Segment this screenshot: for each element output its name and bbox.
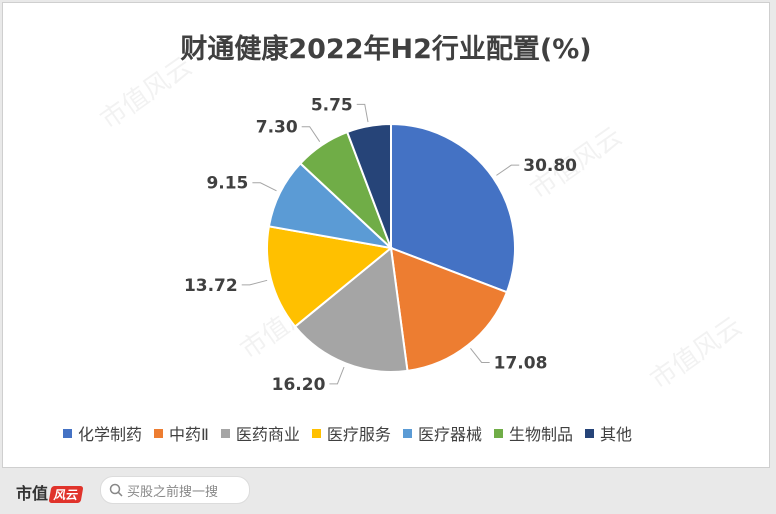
legend-swatch xyxy=(584,428,594,438)
pie-chart: 30.80 17.08 16.20 13.72 9.15 7.30 5.75 xyxy=(184,95,577,395)
data-label: 7.30 xyxy=(256,118,298,138)
leader-line xyxy=(301,126,321,142)
chart-card: 财通健康2022年H2行业配置(%) 市值风云 市值风云 市值风云 市值风云 3… xyxy=(2,2,770,468)
chart-title: 财通健康2022年H2行业配置(%) xyxy=(180,34,592,65)
legend-item: 医疗器械 xyxy=(402,421,482,445)
leader-line xyxy=(329,366,345,385)
data-label: 17.08 xyxy=(494,353,548,373)
search-box[interactable]: 买股之前搜一搜 xyxy=(100,476,250,504)
legend-swatch xyxy=(493,428,503,438)
leader-line xyxy=(252,182,277,192)
data-label: 30.80 xyxy=(523,156,577,176)
footer: 市值 风云 买股之前搜一搜 xyxy=(0,468,776,514)
legend-swatch xyxy=(311,428,321,438)
legend-label: 中药Ⅱ xyxy=(169,425,209,444)
data-label: 16.20 xyxy=(272,375,326,395)
search-icon xyxy=(109,483,123,497)
pie-slice xyxy=(390,122,516,294)
legend-label: 生物制品 xyxy=(508,425,573,444)
legend-label: 医疗器械 xyxy=(417,425,482,444)
legend-item: 生物制品 xyxy=(493,421,573,445)
legend-label: 其他 xyxy=(599,425,632,444)
pie-slice xyxy=(345,122,392,249)
brand-text: 市值 xyxy=(16,484,49,503)
legend-item: 其他 xyxy=(584,421,632,445)
pie-slice xyxy=(293,246,409,373)
legend-swatch xyxy=(220,428,230,438)
brand-logo: 市值 风云 xyxy=(16,480,84,504)
legend-label: 医疗服务 xyxy=(326,425,391,444)
legend-label: 医药商业 xyxy=(235,425,300,444)
legend-swatch xyxy=(63,428,72,438)
data-label: 5.75 xyxy=(311,95,353,115)
legend-item: 医疗服务 xyxy=(311,421,391,445)
legend-label: 化学制药 xyxy=(78,425,143,444)
legend: 化学制药 中药Ⅱ 医药商业 医疗服务 医疗器械 生物制品 其他 xyxy=(63,421,723,445)
data-label: 9.15 xyxy=(206,174,248,194)
pie-slice xyxy=(389,246,509,373)
legend-item: 化学制药 xyxy=(63,421,142,445)
leader-line xyxy=(496,164,520,176)
leader-line xyxy=(356,103,369,123)
legend-swatch xyxy=(402,428,412,438)
legend-item: 中药Ⅱ xyxy=(154,421,209,445)
legend-item: 医药商业 xyxy=(220,421,300,445)
pie-slice xyxy=(266,225,394,328)
leader-line xyxy=(470,348,490,363)
legend-swatch xyxy=(154,428,164,438)
search-placeholder: 买股之前搜一搜 xyxy=(127,484,219,500)
leader-line xyxy=(241,279,268,286)
brand-mark: 风云 xyxy=(48,486,84,503)
data-label: 13.72 xyxy=(184,276,238,296)
